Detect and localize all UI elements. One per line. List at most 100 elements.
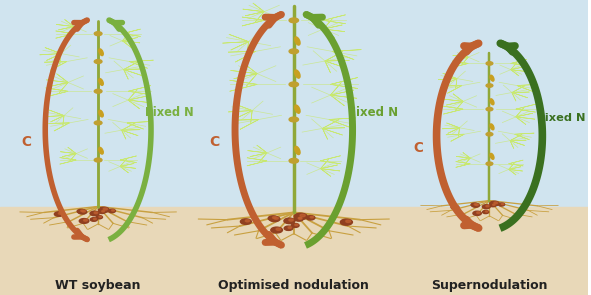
- Text: WT soybean: WT soybean: [56, 279, 141, 292]
- Polygon shape: [458, 158, 470, 165]
- Polygon shape: [516, 108, 532, 117]
- Bar: [0, 55, 587, 69]
- Circle shape: [274, 217, 278, 219]
- Circle shape: [96, 216, 102, 219]
- Bar: [0, 14, 587, 27]
- Circle shape: [295, 224, 298, 226]
- Bar: [0, 138, 587, 151]
- Circle shape: [77, 209, 85, 213]
- Circle shape: [99, 207, 109, 212]
- Polygon shape: [511, 70, 526, 76]
- Circle shape: [486, 132, 493, 136]
- Circle shape: [102, 211, 105, 212]
- Text: Supernodulation: Supernodulation: [431, 279, 548, 292]
- Text: Optimised nodulation: Optimised nodulation: [218, 279, 369, 292]
- Circle shape: [300, 214, 305, 217]
- Circle shape: [310, 216, 314, 218]
- Polygon shape: [124, 70, 142, 79]
- Bar: [0, 69, 587, 83]
- Polygon shape: [332, 50, 361, 60]
- Circle shape: [78, 210, 87, 214]
- Circle shape: [299, 218, 302, 219]
- Text: C: C: [22, 135, 32, 149]
- Ellipse shape: [490, 99, 494, 105]
- Circle shape: [474, 204, 477, 205]
- Ellipse shape: [294, 70, 300, 78]
- Bar: [0, 83, 587, 96]
- Ellipse shape: [490, 75, 494, 81]
- Circle shape: [95, 89, 102, 93]
- Polygon shape: [56, 19, 74, 27]
- Ellipse shape: [294, 37, 300, 45]
- Polygon shape: [120, 166, 136, 173]
- Polygon shape: [230, 42, 249, 55]
- Polygon shape: [517, 84, 538, 91]
- Circle shape: [486, 62, 493, 65]
- Polygon shape: [515, 133, 534, 140]
- Circle shape: [99, 216, 102, 217]
- Circle shape: [271, 227, 282, 233]
- Circle shape: [477, 212, 480, 214]
- Circle shape: [298, 217, 301, 219]
- Polygon shape: [438, 73, 457, 80]
- Circle shape: [103, 208, 108, 210]
- Polygon shape: [330, 83, 354, 95]
- Polygon shape: [51, 116, 64, 125]
- Circle shape: [108, 209, 115, 213]
- Circle shape: [289, 18, 298, 23]
- Polygon shape: [325, 61, 347, 73]
- Circle shape: [475, 204, 478, 206]
- Polygon shape: [456, 153, 470, 158]
- Polygon shape: [62, 154, 76, 161]
- Bar: [0, 151, 587, 165]
- Circle shape: [94, 212, 98, 214]
- Circle shape: [473, 211, 481, 215]
- Text: Fixed N: Fixed N: [145, 106, 194, 119]
- Polygon shape: [222, 34, 249, 43]
- Polygon shape: [447, 128, 460, 137]
- Polygon shape: [516, 117, 535, 124]
- Circle shape: [501, 204, 504, 205]
- Polygon shape: [128, 86, 151, 95]
- Ellipse shape: [490, 124, 494, 130]
- Circle shape: [472, 204, 479, 207]
- Circle shape: [451, 205, 459, 209]
- Polygon shape: [128, 90, 147, 100]
- Circle shape: [95, 32, 102, 36]
- Circle shape: [482, 205, 491, 209]
- Polygon shape: [120, 159, 134, 166]
- Circle shape: [454, 206, 457, 207]
- Circle shape: [294, 217, 303, 221]
- Polygon shape: [509, 160, 523, 166]
- Polygon shape: [512, 93, 528, 101]
- Polygon shape: [60, 147, 76, 154]
- Polygon shape: [516, 104, 535, 112]
- Circle shape: [284, 218, 295, 224]
- Circle shape: [284, 226, 293, 230]
- Circle shape: [490, 204, 496, 207]
- Circle shape: [289, 219, 293, 221]
- Polygon shape: [127, 122, 149, 129]
- Circle shape: [490, 201, 499, 206]
- Ellipse shape: [99, 49, 103, 55]
- Circle shape: [112, 210, 115, 211]
- Polygon shape: [320, 156, 340, 164]
- Polygon shape: [443, 106, 463, 114]
- Polygon shape: [59, 27, 74, 35]
- Polygon shape: [230, 63, 257, 74]
- Polygon shape: [230, 80, 257, 91]
- Polygon shape: [122, 29, 141, 36]
- Polygon shape: [323, 29, 345, 38]
- Circle shape: [493, 204, 495, 205]
- Polygon shape: [446, 101, 463, 111]
- Polygon shape: [120, 156, 137, 163]
- Circle shape: [95, 60, 102, 63]
- Circle shape: [79, 219, 89, 223]
- Polygon shape: [44, 62, 67, 71]
- Circle shape: [296, 217, 303, 221]
- Polygon shape: [47, 54, 61, 64]
- Polygon shape: [56, 31, 74, 38]
- Bar: [0, 27, 587, 41]
- Circle shape: [93, 218, 96, 220]
- Polygon shape: [510, 134, 527, 141]
